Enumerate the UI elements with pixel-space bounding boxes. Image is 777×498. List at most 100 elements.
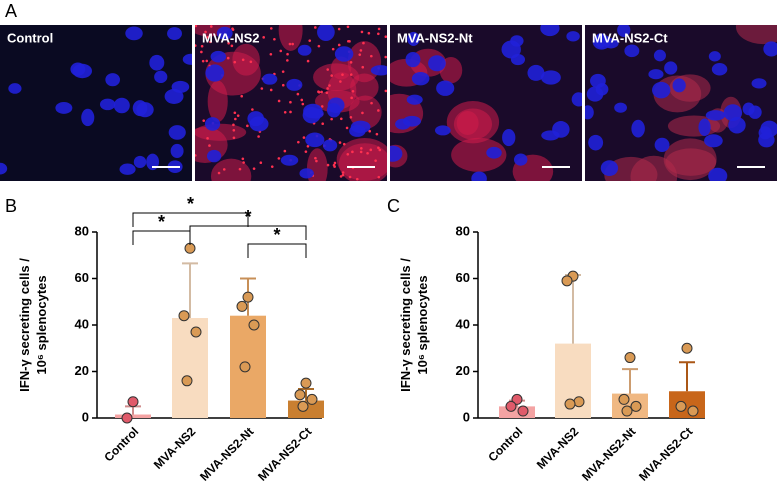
red-signal <box>348 95 382 129</box>
red-dot <box>331 47 335 51</box>
nucleus <box>527 64 545 81</box>
red-dot <box>242 161 245 164</box>
nucleus <box>600 160 619 177</box>
data-point <box>181 375 193 387</box>
red-dot <box>315 159 318 163</box>
red-dot <box>209 25 213 28</box>
significance-star: * <box>158 212 165 232</box>
x-tick-label: MVA-NS2 <box>534 424 582 472</box>
nucleus <box>571 92 582 107</box>
red-dot <box>208 144 211 147</box>
error-bar <box>622 368 638 394</box>
red-dot <box>384 89 387 93</box>
red-dot <box>320 90 323 94</box>
nucleus <box>334 46 354 62</box>
nucleus <box>758 132 775 148</box>
nucleus <box>672 78 686 93</box>
red-dot <box>232 128 236 132</box>
red-dot <box>195 154 197 157</box>
red-dot <box>359 150 363 154</box>
data-point <box>573 396 585 408</box>
significance-bracket <box>132 212 249 227</box>
red-dot <box>300 98 304 102</box>
red-dot <box>306 144 310 148</box>
panel-label: B <box>5 196 17 216</box>
nucleus <box>540 25 560 37</box>
red-dot <box>375 132 379 136</box>
data-point <box>127 396 139 408</box>
red-dot <box>326 87 329 90</box>
data-point <box>630 400 642 412</box>
y-tick-label: 20 <box>75 363 89 378</box>
red-dot <box>289 100 292 104</box>
y-tick-label: 80 <box>75 223 89 238</box>
data-point <box>675 400 687 412</box>
red-dot <box>339 175 343 178</box>
data-point <box>248 319 260 331</box>
red-dot <box>351 150 354 154</box>
nucleus <box>204 117 221 131</box>
red-dot <box>277 99 281 103</box>
red-dot <box>283 149 287 153</box>
red-dot <box>384 55 387 59</box>
nucleus <box>434 125 451 136</box>
nucleus <box>113 97 130 114</box>
nucleus <box>751 78 767 89</box>
red-dot <box>200 44 204 48</box>
data-point <box>236 300 248 312</box>
data-point <box>505 400 517 412</box>
red-dot <box>384 35 387 39</box>
red-dot <box>222 168 226 171</box>
nucleus <box>653 49 666 62</box>
nucleus <box>70 62 86 76</box>
red-dot <box>368 129 372 133</box>
nucleus <box>711 63 728 76</box>
red-dot <box>236 114 240 117</box>
red-dot <box>360 147 363 150</box>
data-point <box>121 412 133 424</box>
red-dot <box>286 52 289 56</box>
red-dot <box>241 157 245 161</box>
data-point <box>511 393 523 405</box>
nucleus <box>305 132 325 148</box>
nucleus <box>411 71 430 86</box>
nucleus <box>502 129 516 147</box>
red-dot <box>302 136 306 139</box>
red-dot <box>377 32 380 36</box>
image-label: Control <box>7 30 53 45</box>
nucleus <box>708 51 721 62</box>
bar <box>172 318 208 418</box>
red-signal <box>663 138 717 181</box>
data-point <box>190 326 202 338</box>
nucleus <box>262 73 278 85</box>
nucleus <box>149 54 165 71</box>
red-dot <box>326 163 330 167</box>
red-dot <box>217 171 221 175</box>
nucleus <box>428 55 446 72</box>
red-signal <box>451 137 507 172</box>
y-tick-label: 80 <box>456 223 470 238</box>
red-dot <box>338 141 342 144</box>
x-tick-label: MVA-NS2-Ct <box>255 424 314 483</box>
red-dot <box>204 30 207 34</box>
red-dot <box>301 102 305 106</box>
nucleus <box>631 119 645 138</box>
x-tick-label: Control <box>101 424 141 464</box>
red-dot <box>200 50 203 54</box>
nucleus <box>280 154 299 166</box>
red-dot <box>377 175 381 179</box>
red-dot <box>341 73 344 76</box>
red-dot <box>350 96 353 100</box>
red-dot <box>369 148 373 152</box>
nucleus <box>390 145 403 162</box>
nucleus <box>317 25 335 42</box>
red-dot <box>361 111 364 115</box>
data-point <box>294 389 306 401</box>
red-signal <box>735 25 777 45</box>
red-dot <box>348 175 352 179</box>
red-dot <box>257 135 260 138</box>
red-dot <box>314 26 317 29</box>
nucleus <box>327 97 345 114</box>
red-dot <box>337 43 341 47</box>
nucleus <box>168 125 186 140</box>
